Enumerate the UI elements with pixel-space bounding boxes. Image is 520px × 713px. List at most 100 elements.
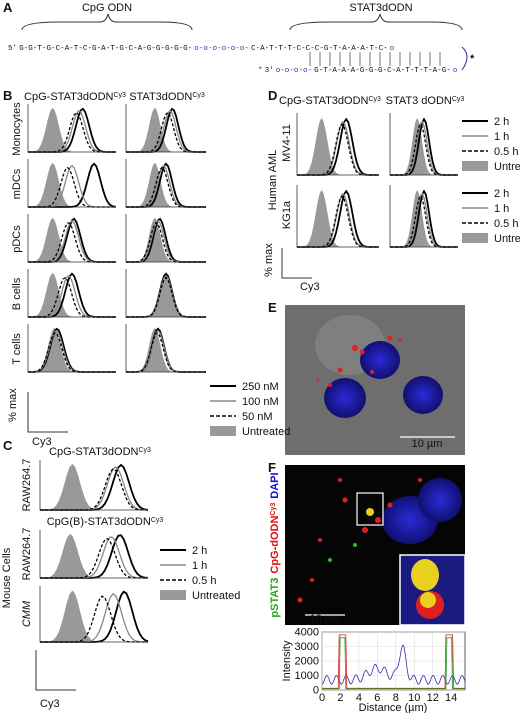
histogram-axes bbox=[389, 113, 458, 176]
column-title-sup: Cy3 bbox=[192, 92, 205, 99]
x-tick-label: 6 bbox=[374, 692, 380, 704]
histogram-axes bbox=[125, 269, 206, 318]
group-label: Mouse Cells bbox=[1, 547, 13, 608]
legend-label: Untreated bbox=[192, 590, 240, 602]
untreated-histogram bbox=[126, 328, 206, 372]
panel-label: C bbox=[3, 438, 13, 453]
untreated-histogram bbox=[390, 118, 458, 175]
untreated-histogram bbox=[28, 218, 116, 262]
row-label: RAW264.7 bbox=[21, 528, 33, 581]
legend-label: Untreated bbox=[242, 426, 290, 438]
column-title: STAT3dODNCy3 bbox=[129, 91, 205, 103]
x-tick-label: 4 bbox=[356, 692, 362, 704]
scale-bar-label: 10 µm bbox=[412, 438, 443, 450]
microscopy-image-e bbox=[285, 305, 465, 455]
strand-part: * bbox=[258, 67, 263, 75]
end-mark: * bbox=[470, 53, 475, 65]
treated-histogram bbox=[126, 107, 206, 153]
y-tick-label: 1000 bbox=[295, 670, 319, 682]
scale-bar-label: 10 µm bbox=[310, 613, 341, 625]
histogram-axes bbox=[39, 530, 148, 579]
treated-histogram bbox=[126, 276, 206, 318]
channel-label: DAPI bbox=[269, 472, 281, 498]
treated-histogram bbox=[40, 595, 148, 643]
untreated-histogram bbox=[126, 108, 206, 152]
treated-histogram bbox=[28, 332, 116, 373]
histogram-axes bbox=[389, 185, 458, 248]
legend-label: Untreated bbox=[494, 161, 520, 173]
strand-part: o-o-o-o-o-o- bbox=[194, 45, 249, 53]
panel-title-sup: Cy3 bbox=[151, 517, 164, 524]
treated-histogram bbox=[28, 222, 116, 263]
axis-label: Distance (µm) bbox=[359, 702, 428, 713]
panel-label: E bbox=[268, 300, 277, 315]
panel-title: CpG(B)-STAT3dODNCy3 bbox=[47, 516, 164, 528]
microscopy-image-f bbox=[285, 465, 466, 626]
row-label: KG1a bbox=[281, 200, 293, 229]
strand-part: o-o-o-o- bbox=[276, 67, 312, 75]
row-label: mDCs bbox=[11, 168, 23, 199]
column-title-main: STAT3dODN bbox=[129, 91, 192, 103]
untreated-histogram bbox=[40, 464, 148, 510]
row-label: B cells bbox=[11, 277, 23, 310]
legend-swatch bbox=[462, 233, 488, 243]
untreated-histogram bbox=[28, 273, 116, 317]
panel-label: F bbox=[268, 460, 276, 475]
axis-label: Intensity bbox=[281, 640, 293, 681]
treated-histogram bbox=[126, 111, 206, 153]
x-tick-label: 10 bbox=[408, 692, 420, 704]
panel-label: D bbox=[268, 88, 277, 103]
group-label: Human AML bbox=[267, 150, 279, 211]
axis-arrow bbox=[281, 248, 312, 279]
treated-histogram bbox=[28, 329, 116, 373]
legend-label: 2 h bbox=[494, 188, 509, 200]
strand-part: o bbox=[390, 45, 395, 53]
histogram-axes bbox=[27, 104, 116, 153]
strand-part: C-A-T-T-T-C-C-C-G-T-A-A-A-T-C- bbox=[251, 45, 388, 53]
axis-label: Cy3 bbox=[300, 281, 320, 293]
legend-label: 1 h bbox=[494, 203, 509, 215]
treated-histogram bbox=[126, 332, 206, 373]
legend-swatch bbox=[462, 161, 488, 171]
strand: * 3' o-o-o-o- G-T-A-A-A-G-G-G-C-A-T-T-T-A-G… bbox=[258, 67, 458, 75]
legend-label: 1 h bbox=[494, 131, 509, 143]
column-title: STAT3 dODNCy3 bbox=[386, 95, 465, 107]
untreated-histogram bbox=[126, 272, 206, 317]
brace-label: STAT3dODN bbox=[349, 2, 412, 14]
legend-label: 100 nM bbox=[242, 396, 279, 408]
panel-title-main: CpG(B)-STAT3dODN bbox=[47, 516, 151, 528]
treated-histogram bbox=[28, 327, 116, 373]
strand-part: o bbox=[453, 67, 458, 75]
axis-label: Cy3 bbox=[32, 436, 52, 448]
untreated-histogram bbox=[390, 190, 458, 247]
channel-labels: pSTAT3 CpG-dODNCy3 DAPI bbox=[269, 472, 281, 617]
untreated-histogram bbox=[297, 190, 379, 247]
histogram-axes bbox=[27, 159, 116, 208]
legend-label: 2 h bbox=[494, 116, 509, 128]
legend-label: 0.5 h bbox=[192, 575, 216, 587]
panel-label: B bbox=[3, 88, 12, 103]
x-tick-label: 0 bbox=[319, 692, 325, 704]
untreated-histogram bbox=[40, 590, 148, 642]
column-title-main: CpG-STAT3dODN bbox=[24, 91, 113, 103]
histogram-axes bbox=[296, 185, 379, 248]
channel-label-sup: Cy3 bbox=[270, 503, 277, 516]
channel-label: CpG-dODN bbox=[269, 516, 281, 574]
histogram-axes bbox=[39, 586, 148, 643]
treated-histogram bbox=[126, 164, 206, 208]
treated-histogram bbox=[126, 217, 206, 263]
legend-label: 50 nM bbox=[242, 411, 273, 423]
row-label: MV4-11 bbox=[281, 124, 293, 162]
axis-arrow bbox=[35, 650, 76, 691]
strand-part: G-G-T-G-C-A-T-C-G-A-T-G-C-A-G-G-G-G-G- bbox=[19, 45, 192, 53]
legend-label: Untreated bbox=[494, 233, 520, 245]
row-label: T cells bbox=[11, 333, 23, 365]
base-pairs bbox=[309, 52, 441, 66]
y-tick-label: 4000 bbox=[295, 627, 319, 639]
treated-histogram bbox=[126, 221, 206, 263]
intensity-profile bbox=[322, 634, 465, 689]
untreated-histogram bbox=[28, 108, 116, 152]
untreated-histogram bbox=[28, 327, 116, 372]
untreated-histogram bbox=[28, 163, 116, 207]
